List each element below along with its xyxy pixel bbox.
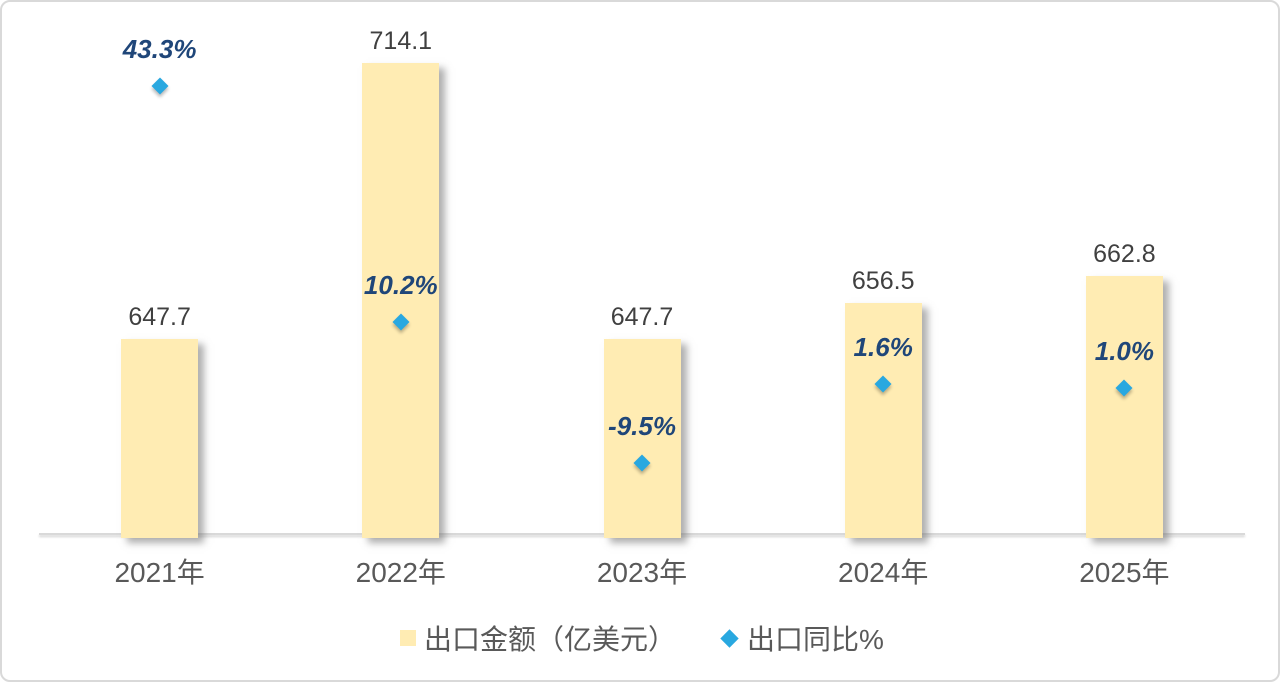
bar-series-swatch-icon: [400, 630, 417, 646]
bar-2021年: [121, 339, 199, 538]
legend-label-export-amount: 出口金额（亿美元）: [424, 624, 677, 655]
percent-label-2022年: 10.2%: [363, 270, 438, 301]
bar-value-label-2025年: 662.8: [1093, 240, 1156, 269]
bar-2022年: [362, 62, 440, 538]
percent-label-2024年: 1.6%: [853, 331, 913, 362]
legend-label-export-yoy: 出口同比%: [747, 624, 884, 655]
x-tick-label-2024年: 2024年: [838, 557, 929, 588]
bar-value-label-2022年: 714.1: [369, 26, 433, 55]
bar-value-label-2024年: 656.5: [851, 266, 915, 295]
x-tick-label-2021年: 2021年: [114, 557, 205, 588]
x-tick-label-2023年: 2023年: [596, 557, 688, 588]
bar-value-label-2023年: 647.7: [610, 303, 674, 332]
x-tick-label-2025年: 2025年: [1079, 557, 1170, 588]
bar-2025年: [1085, 276, 1163, 538]
percent-label-2023年: -9.5%: [608, 411, 676, 441]
percent-label-2021年: 43.3%: [122, 33, 197, 64]
diamond-marker-2021年: [151, 77, 169, 95]
legend-item-export-amount: 出口金额（亿美元）: [400, 618, 676, 658]
chart-legend: 出口金额（亿美元） 出口同比%: [2, 618, 1278, 658]
diamond-marker-swatch-icon: [720, 628, 739, 648]
bar-2023年: [603, 339, 681, 538]
bar-2024年: [844, 302, 922, 538]
percent-label-2025年: 1.0%: [1094, 336, 1155, 366]
legend-item-export-yoy: 出口同比%: [720, 618, 884, 658]
bar-value-label-2021年: 647.7: [128, 303, 191, 332]
x-tick-label-2022年: 2022年: [355, 557, 446, 588]
